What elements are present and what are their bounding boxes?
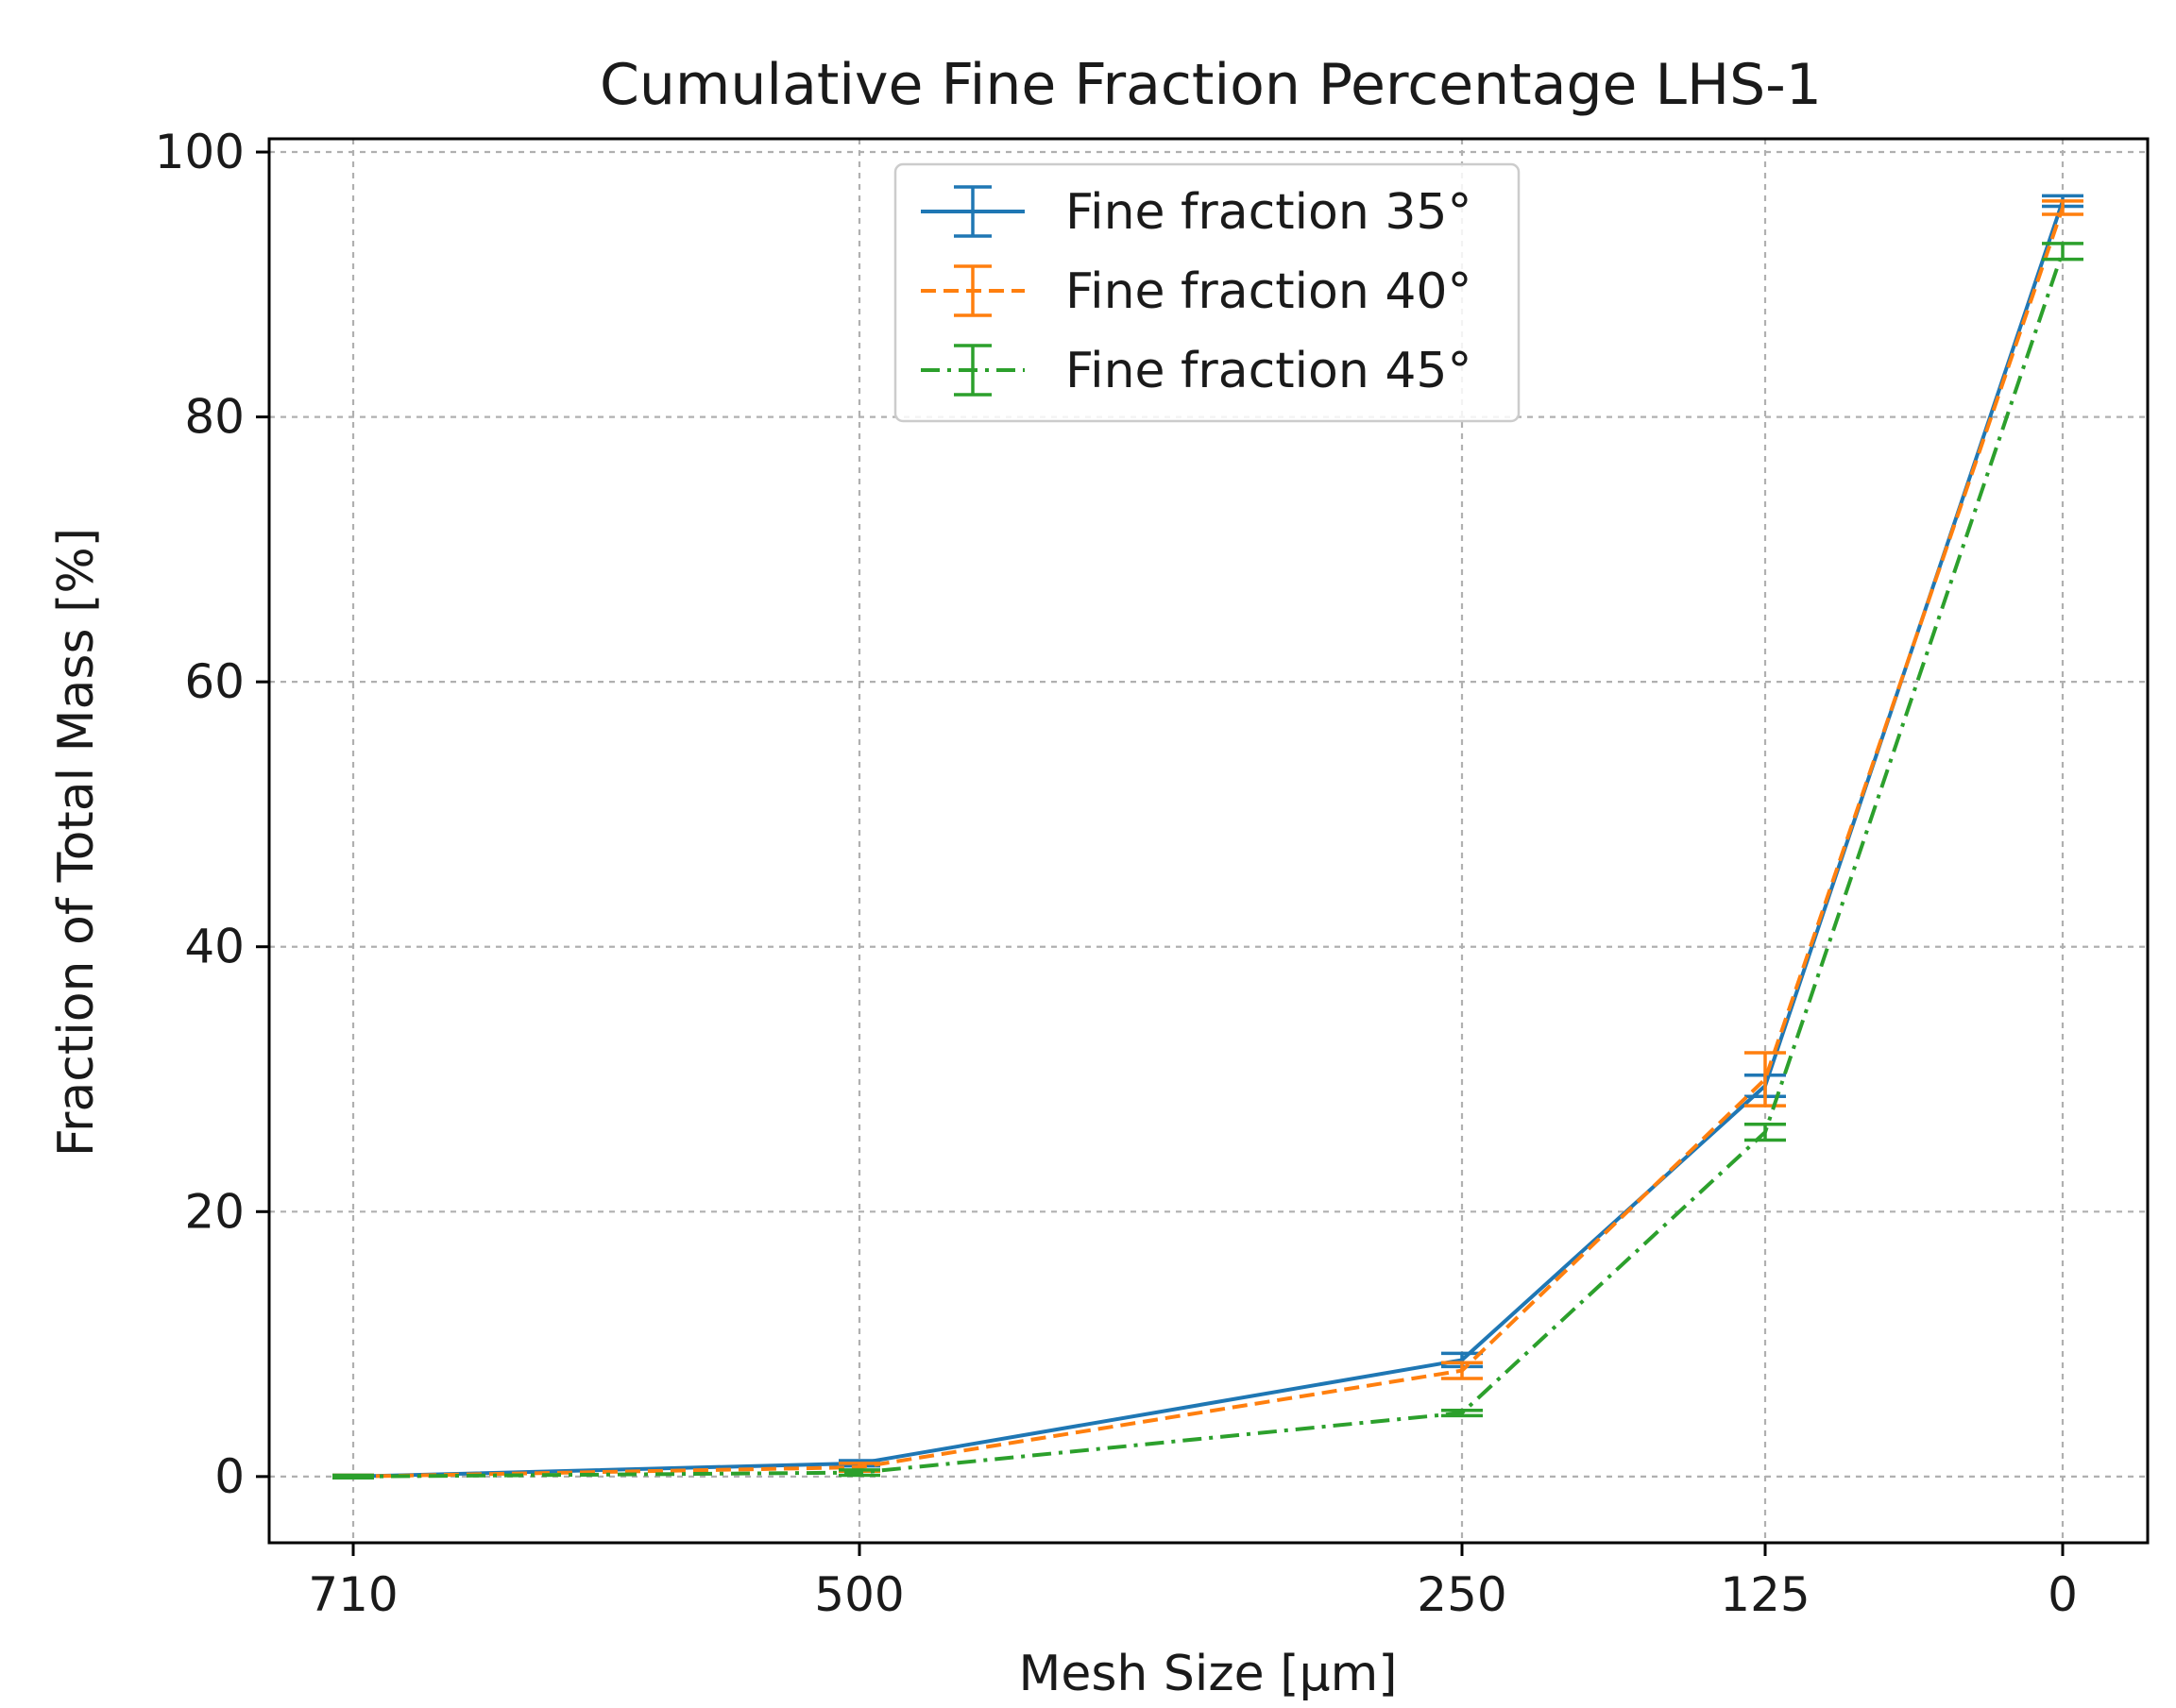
error-bar bbox=[2042, 242, 2083, 262]
plot-frame bbox=[267, 137, 2150, 1545]
x-axis-label: Mesh Size [µm] bbox=[1018, 1646, 1397, 1702]
y-tick-label: 0 bbox=[214, 1449, 245, 1504]
error-bar bbox=[332, 1473, 374, 1480]
x-tick-label: 500 bbox=[814, 1567, 904, 1622]
error-bar bbox=[1744, 1122, 1786, 1142]
series-3 bbox=[332, 242, 2083, 1480]
legend-item-3: Fine fraction 45° bbox=[921, 343, 1472, 399]
y-tick-label: 80 bbox=[184, 390, 245, 445]
y-tick-label: 40 bbox=[184, 920, 245, 974]
series-layer bbox=[332, 194, 2083, 1480]
y-axis-label: Fraction of Total Mass [%] bbox=[48, 528, 105, 1157]
y-tick-label: 20 bbox=[184, 1184, 245, 1239]
y-tick-label: 60 bbox=[184, 654, 245, 709]
legend-label: Fine fraction 40° bbox=[1065, 263, 1472, 320]
y-tick-label: 100 bbox=[155, 125, 245, 179]
legend-item-2: Fine fraction 40° bbox=[921, 263, 1472, 320]
error-bar bbox=[839, 1468, 880, 1478]
legend-label: Fine fraction 35° bbox=[1065, 184, 1472, 241]
legend-label: Fine fraction 45° bbox=[1065, 343, 1472, 399]
legend-item-1: Fine fraction 35° bbox=[921, 184, 1472, 241]
grid bbox=[269, 139, 2148, 1543]
error-bar bbox=[2042, 199, 2083, 216]
error-bar bbox=[1744, 1051, 1786, 1108]
legend-frame bbox=[893, 162, 1521, 423]
x-tick-label: 0 bbox=[2048, 1567, 2078, 1622]
x-tick-label: 125 bbox=[1720, 1567, 1810, 1622]
error-bar bbox=[1441, 1361, 1483, 1380]
series-line bbox=[352, 250, 2065, 1479]
x-tick-label: 710 bbox=[308, 1567, 398, 1622]
error-bar bbox=[1441, 1408, 1483, 1418]
axes-ticks: 710 500 250 125 0 0 20 40 60 80 100 bbox=[155, 125, 2078, 1622]
chart-title: Cumulative Fine Fraction Percentage LHS-… bbox=[600, 52, 1822, 118]
x-tick-label: 250 bbox=[1417, 1567, 1506, 1622]
legend: Fine fraction 35° Fine fraction 40° Fine f… bbox=[893, 162, 1521, 423]
